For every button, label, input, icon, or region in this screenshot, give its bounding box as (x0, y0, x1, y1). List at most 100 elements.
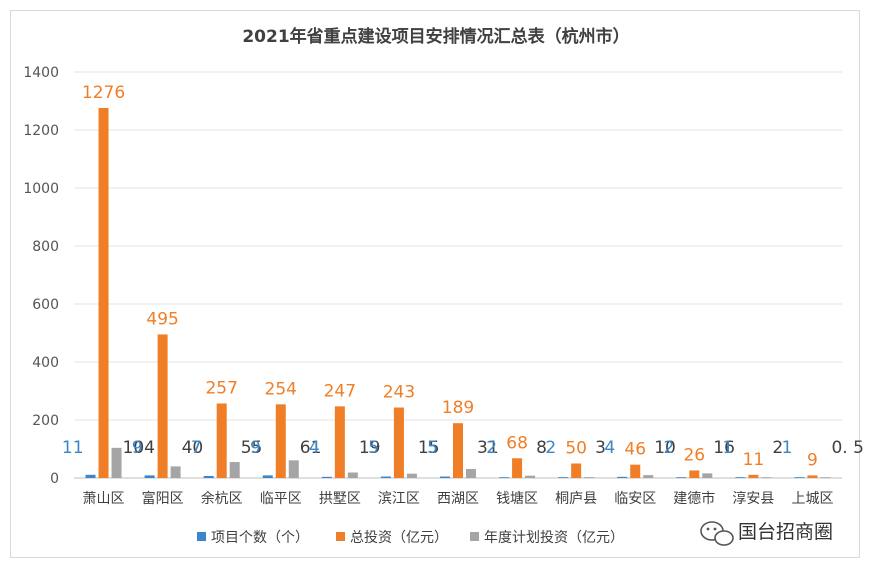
bar (453, 423, 463, 478)
data-label: 4 (604, 438, 615, 458)
bar (676, 477, 687, 478)
bar (144, 475, 155, 478)
y-tick-label: 1200 (23, 123, 59, 139)
x-tick-label: 钱塘区 (496, 491, 538, 507)
data-label: 0. 5 (831, 438, 863, 458)
x-tick-label: 临平区 (260, 491, 302, 507)
bar (380, 476, 391, 478)
bar (643, 475, 654, 478)
x-tick-label: 萧山区 (83, 491, 125, 507)
x-tick-label: 富阳区 (142, 490, 184, 507)
data-label: 247 (324, 381, 356, 401)
y-tick-label: 1000 (23, 181, 59, 197)
data-label: 68 (506, 433, 528, 453)
data-label: 19 (359, 438, 381, 458)
data-label: 2 (772, 438, 783, 458)
data-label: 243 (383, 383, 415, 403)
legend-swatch (197, 532, 206, 541)
watermark-text: 国台招商圈 (738, 521, 833, 543)
bar (275, 404, 286, 478)
data-label: 3 (595, 438, 606, 458)
x-tick-label: 建德市 (673, 490, 715, 507)
data-label: 11 (743, 450, 765, 470)
bar (98, 107, 109, 479)
data-label: 254 (265, 379, 297, 399)
bar (794, 477, 805, 478)
x-tick-label: 上城区 (791, 491, 833, 507)
data-label: 1276 (82, 83, 125, 103)
data-label: 8 (536, 438, 547, 458)
bar (347, 472, 358, 478)
bar (571, 463, 582, 478)
bar (702, 473, 713, 478)
data-label: 2 (486, 438, 497, 458)
bar (558, 477, 569, 478)
data-label: 10 (654, 438, 676, 458)
legend-swatch (470, 532, 479, 541)
bar (111, 447, 122, 478)
x-tick-label: 拱墅区 (319, 491, 361, 507)
data-label: 5 (427, 438, 438, 458)
bar (617, 476, 628, 478)
bars (85, 107, 831, 479)
x-tick-label: 滨江区 (378, 491, 420, 507)
y-tick-label: 1400 (23, 65, 59, 81)
data-label: 9 (132, 438, 143, 458)
bar (584, 477, 595, 478)
bar (820, 477, 831, 478)
bar (262, 475, 273, 478)
bar (216, 403, 227, 478)
y-axis-ticks: 0 200 400 600 800 1000 1200 1400 (23, 65, 59, 487)
chart-title: 2021年省重点建设项目安排情况汇总表（杭州市） (242, 26, 629, 47)
wechat-icon (700, 521, 734, 546)
data-label: 9 (807, 450, 818, 470)
bar (170, 466, 181, 478)
bar (499, 477, 510, 478)
bar (440, 476, 450, 478)
bar (288, 460, 299, 478)
data-label: 4 (309, 438, 320, 458)
legend: 项目个数（个） 总投资（亿元） 年度计划投资（亿元） (197, 530, 624, 546)
y-tick-label: 200 (32, 413, 59, 429)
bar (406, 473, 417, 478)
x-tick-label: 桐庐县 (555, 491, 597, 507)
y-tick-label: 800 (32, 239, 59, 255)
bar (735, 477, 746, 478)
bar (689, 470, 700, 478)
data-label: 40 (182, 438, 204, 458)
data-label: 15 (418, 438, 440, 458)
bar (157, 334, 168, 478)
data-label: 50 (565, 439, 587, 459)
watermark: 国台招商圈 (700, 521, 833, 546)
bar (748, 474, 759, 478)
legend-label: 年度计划投资（亿元） (484, 530, 624, 546)
data-label: 2 (545, 438, 556, 458)
data-label: 1 (723, 438, 734, 458)
legend-swatch (336, 532, 345, 541)
y-tick-label: 600 (32, 297, 59, 313)
data-label: 1 (782, 438, 793, 458)
y-tick-label: 400 (32, 355, 59, 371)
data-label: 7 (191, 438, 202, 458)
x-tick-label: 西湖区 (437, 491, 479, 507)
bar (466, 469, 476, 478)
bar (512, 458, 523, 478)
bar (525, 475, 536, 478)
data-label: 55 (241, 438, 263, 458)
bar (229, 462, 240, 478)
x-tick-label: 余杭区 (201, 490, 243, 507)
x-axis-ticks: 萧山区 富阳区 余杭区 临平区 拱墅区 滨江区 西湖区 钱塘区 桐庐县 临安区 建德市 淳安县 上城区 (83, 490, 834, 507)
x-tick-label: 临安区 (614, 491, 656, 507)
bar (807, 475, 818, 478)
bar (203, 475, 214, 478)
data-label: 104 (123, 438, 155, 458)
data-label: 31 (477, 438, 499, 458)
bar (630, 464, 641, 478)
data-label: 2 (663, 438, 674, 458)
chart-frame (10, 10, 860, 558)
x-tick-label: 淳安县 (732, 490, 774, 507)
bar (393, 407, 404, 478)
data-label: 61 (300, 438, 322, 458)
data-label: 26 (683, 445, 705, 465)
